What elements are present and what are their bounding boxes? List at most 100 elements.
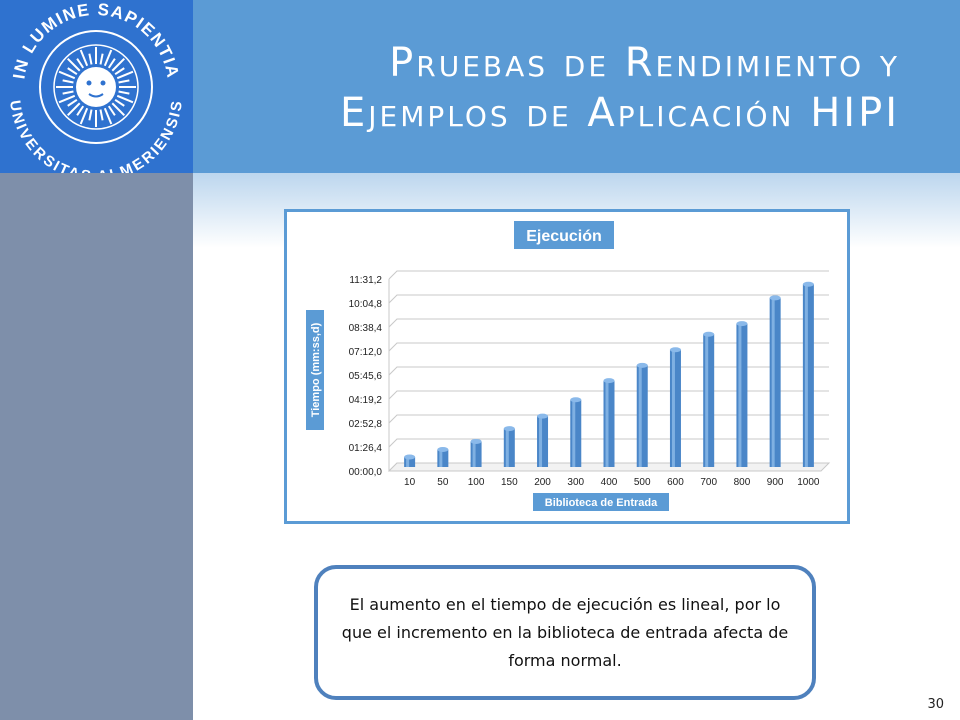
x-tick-label: 150 [501,477,518,488]
y-tick-label: 11:31,2 [349,275,382,286]
page-number: 30 [927,697,944,712]
logo-sun-ray [79,49,89,67]
bar-highlight [638,365,642,467]
logo-sun-ray [118,90,130,95]
bar-highlight [671,349,675,467]
x-tick-label: 600 [667,477,684,488]
conclusion-text: El aumento en el tiempo de ejecución es … [341,594,789,670]
bar-highlight [771,297,775,467]
bar [636,365,648,467]
x-axis-label: Biblioteca de Entrada [545,497,658,509]
logo-sun-ray [67,58,81,72]
bar [802,284,814,467]
x-tick-label: 50 [437,477,449,488]
logo-sun-ray [76,105,85,116]
bar-top [470,438,482,444]
bar-top [802,281,814,287]
header-bar [193,0,960,173]
bar-top [404,454,416,460]
bar [669,349,681,467]
bar-highlight [472,441,476,467]
university-logo: IN LUMINE SAPIENTIA UNIVERSITAS ALMERIEN… [0,0,193,186]
logo-sun-ray [114,98,125,107]
gridline [388,270,829,280]
x-tick-label: 900 [767,477,784,488]
bar-highlight [572,399,576,467]
logo-sun-ray [88,109,93,121]
logo-sun-ray [62,79,74,84]
conclusion-callout: El aumento en el tiempo de ejecución es … [314,565,816,700]
y-tick-label: 08:38,4 [349,323,383,334]
bar-top [503,426,515,432]
bar-highlight [406,457,410,467]
x-tick-label: 700 [700,477,717,488]
bar [503,428,515,467]
gridline [388,414,829,424]
bar-highlight [738,323,742,467]
gridline [388,342,829,352]
bar-chart: Ejecución Tiempo (mm:ss,d) Biblioteca de… [306,221,831,511]
bar-top [570,397,582,403]
logo-sun-ray [116,70,134,80]
y-tick-label: 05:45,6 [349,371,383,382]
logo-sun-ray [118,79,130,84]
x-tick-label: 10 [404,477,416,488]
slide-title-line-2: Ejemplos de Aplicación HIPI [340,90,900,136]
y-tick-label: 02:52,8 [349,419,383,430]
logo-sun-ray [67,102,81,116]
slide-title-line-1: Pruebas de Rendimiento y [389,40,900,86]
logo-sun-ray [107,58,116,69]
x-axis-label-bg [533,493,669,511]
logo-sun-ray [99,109,104,121]
bar-highlight [705,334,709,467]
y-tick-label: 04:19,2 [349,395,383,406]
x-tick-label: 500 [634,477,651,488]
x-tick-label: 200 [534,477,551,488]
logo-sun-ray [67,98,78,107]
chart-title-bg [514,221,614,249]
logo-sun-ray [58,94,76,104]
bar-top [769,295,781,301]
bar-highlight [605,380,609,467]
logo-sun-ray [99,53,104,65]
x-tick-label: 1000 [797,477,820,488]
bar [437,449,449,467]
logo-sun-ray [76,58,85,69]
gridline [388,294,829,304]
logo-sun-ray [103,49,113,67]
bar [603,380,615,467]
y-tick-label: 00:00,0 [349,467,383,478]
bar [537,416,549,467]
bar-top [603,378,615,384]
gridline [388,390,829,400]
gridline [388,366,829,376]
logo-sun-ray [103,107,113,125]
logo-sun-ray [107,105,116,116]
bar [769,297,781,467]
bar [736,323,748,467]
bar-highlight [804,284,808,467]
x-tick-label: 800 [734,477,751,488]
x-tick-label: 300 [567,477,584,488]
y-axis-label-bg [306,310,324,430]
bar-top [736,321,748,327]
bar-highlight [539,416,543,467]
logo-sun-ray [79,107,89,125]
logo-sun-ray [111,58,125,72]
y-tick-label: 01:26,4 [349,443,383,454]
bar-top [636,362,648,368]
y-tick-label: 10:04,8 [349,299,383,310]
logo-sun-ray [88,53,93,65]
bar [404,457,416,467]
bar [470,441,482,467]
gridline [388,318,829,328]
x-tick-label: 400 [601,477,618,488]
bar-top [437,447,449,452]
bar [570,399,582,467]
x-tick-label: 100 [468,477,485,488]
bar [703,334,715,467]
bar-highlight [505,428,509,467]
chart-title: Ejecución [526,228,602,245]
logo-sun-ray [67,67,78,76]
gridline [388,438,829,448]
